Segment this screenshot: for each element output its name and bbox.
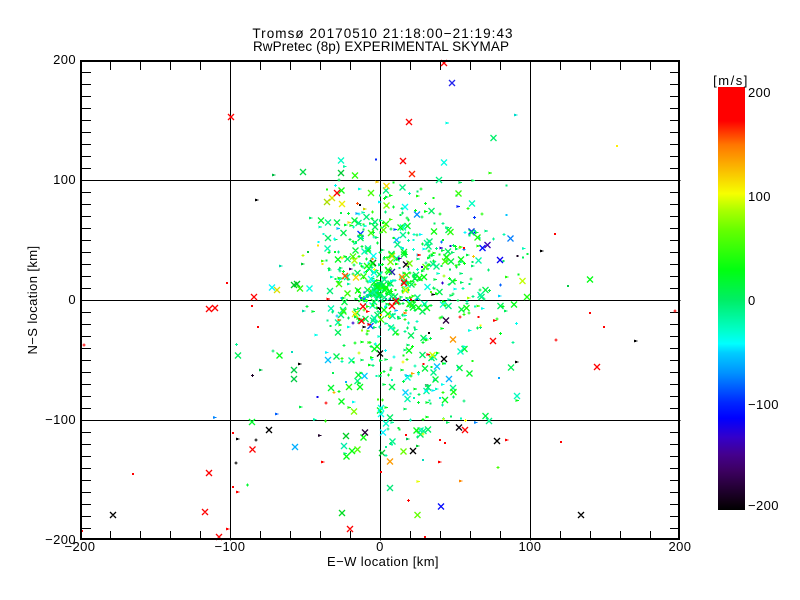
svg-text:[m/s]: [m/s] — [713, 73, 749, 88]
svg-text:100: 100 — [53, 172, 76, 187]
svg-text:200: 200 — [53, 52, 76, 67]
svg-text:100: 100 — [748, 189, 771, 204]
svg-text:0: 0 — [376, 539, 384, 554]
svg-text:200: 200 — [669, 539, 692, 554]
svg-text:−200: −200 — [65, 539, 96, 554]
svg-text:−100: −100 — [215, 539, 246, 554]
svg-text:−100: −100 — [748, 397, 779, 412]
svg-text:0: 0 — [68, 292, 76, 307]
svg-text:200: 200 — [748, 85, 771, 100]
svg-text:−200: −200 — [45, 532, 76, 547]
svg-text:E−W location [km]: E−W location [km] — [327, 554, 439, 569]
svg-text:−200: −200 — [748, 498, 779, 513]
svg-text:RwPretec (8p) EXPERIMENTAL SKY: RwPretec (8p) EXPERIMENTAL SKYMAP — [253, 39, 509, 54]
svg-text:100: 100 — [519, 539, 542, 554]
svg-text:0: 0 — [748, 293, 756, 308]
svg-text:N−S location [km]: N−S location [km] — [25, 245, 40, 354]
svg-text:Tromsø 20170510 21:18:00−21:19: Tromsø 20170510 21:18:00−21:19:43 — [252, 26, 513, 41]
svg-text:−100: −100 — [45, 412, 76, 427]
